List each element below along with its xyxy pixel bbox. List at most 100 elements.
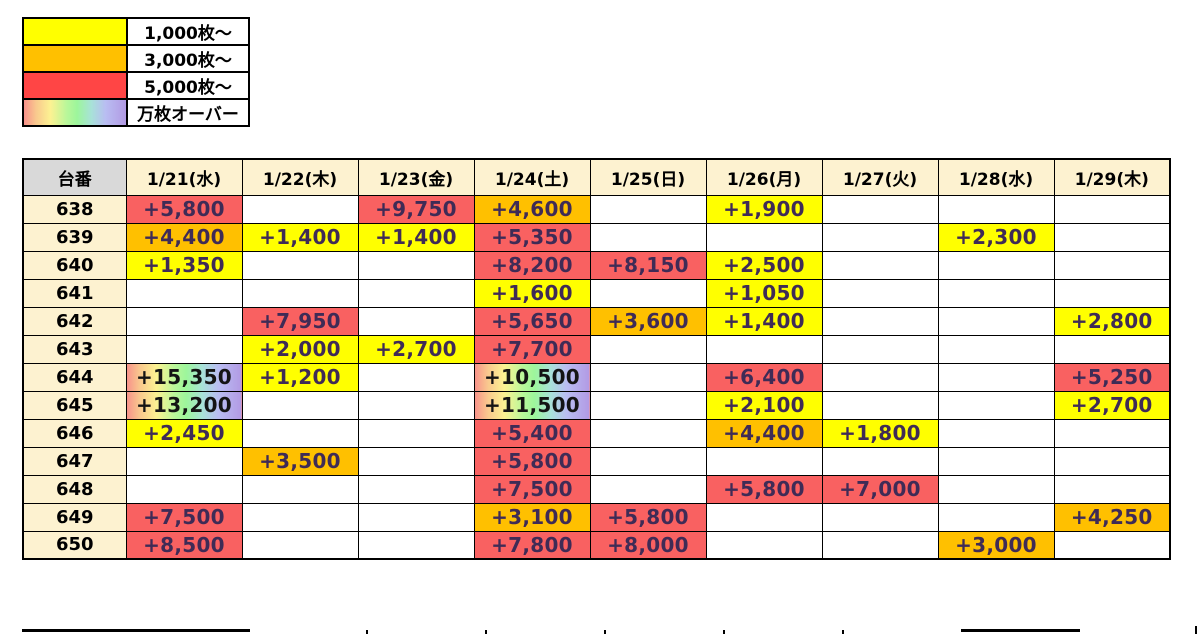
result-cell	[241, 250, 359, 280]
machine-number: 644	[22, 362, 127, 392]
result-cell	[1053, 418, 1171, 448]
result-cell	[589, 194, 707, 224]
result-cell	[1053, 474, 1171, 504]
result-cell: +10,500	[473, 362, 591, 392]
table-row: 641 +1,600 +1,050	[22, 278, 1171, 308]
result-cell	[589, 418, 707, 448]
legend-row-5000: 5,000枚〜	[22, 71, 250, 100]
result-cell	[357, 362, 475, 392]
table-row: 648 +7,500 +5,800 +7,000	[22, 474, 1171, 504]
machine-number: 648	[22, 474, 127, 504]
result-cell: +7,800	[473, 530, 591, 560]
result-cell	[821, 362, 939, 392]
result-cell: +4,400	[125, 222, 243, 252]
result-cell: +2,000	[241, 334, 359, 364]
result-cell: +1,900	[705, 194, 823, 224]
result-cell: +3,000	[937, 530, 1055, 560]
result-cell	[357, 446, 475, 476]
result-cell	[125, 306, 243, 336]
machine-number: 649	[22, 502, 127, 532]
header-row: 台番 1/21(水) 1/22(木) 1/23(金) 1/24(土) 1/25(…	[22, 158, 1171, 196]
result-cell	[821, 334, 939, 364]
result-cell	[937, 502, 1055, 532]
result-cell	[937, 278, 1055, 308]
result-cell	[937, 306, 1055, 336]
date-header-7: 1/28(水)	[937, 158, 1055, 196]
result-cell: +11,500	[473, 390, 591, 420]
result-cell: +3,600	[589, 306, 707, 336]
result-cell	[241, 474, 359, 504]
machine-number: 642	[22, 306, 127, 336]
result-cell	[241, 502, 359, 532]
result-cell	[241, 194, 359, 224]
results-body: 638 +5,800 +9,750 +4,600 +1,900 639 +4,400 +1,4…	[22, 194, 1171, 560]
result-cell	[705, 334, 823, 364]
result-cell: +5,350	[473, 222, 591, 252]
date-header-3: 1/24(土)	[473, 158, 591, 196]
result-cell: +3,500	[241, 446, 359, 476]
result-cell: +5,800	[473, 446, 591, 476]
result-cell	[821, 278, 939, 308]
result-cell: +5,800	[705, 474, 823, 504]
result-cell	[357, 278, 475, 308]
result-cell: +1,400	[357, 222, 475, 252]
result-cell	[937, 362, 1055, 392]
result-cell	[357, 306, 475, 336]
result-cell	[937, 418, 1055, 448]
result-cell	[241, 530, 359, 560]
table-row: 639 +4,400 +1,400 +1,400 +5,350 +2,300	[22, 222, 1171, 252]
legend-swatch-rainbow	[22, 98, 128, 127]
result-cell	[1053, 250, 1171, 280]
result-cell	[821, 194, 939, 224]
table-row: 646 +2,450 +5,400 +4,400 +1,800	[22, 418, 1171, 448]
legend-row-manmai: 万枚オーバー	[22, 98, 250, 127]
next-table-edge-segment	[22, 629, 250, 632]
machine-number: 640	[22, 250, 127, 280]
date-header-0: 1/21(水)	[125, 158, 243, 196]
machine-number: 643	[22, 334, 127, 364]
result-cell	[1053, 194, 1171, 224]
next-table-edge-tick	[366, 630, 368, 634]
result-cell: +13,200	[125, 390, 243, 420]
result-cell	[125, 278, 243, 308]
result-cell	[589, 390, 707, 420]
result-cell	[937, 194, 1055, 224]
legend-label-manmai: 万枚オーバー	[126, 98, 250, 127]
machine-number: 650	[22, 530, 127, 560]
table-row: 645 +13,200 +11,500 +2,100 +2,700	[22, 390, 1171, 420]
result-cell	[241, 278, 359, 308]
table-row: 647 +3,500 +5,800	[22, 446, 1171, 476]
legend: 1,000枚〜 3,000枚〜 5,000枚〜 万枚オーバー	[22, 17, 250, 127]
table-row: 640 +1,350 +8,200 +8,150 +2,500	[22, 250, 1171, 280]
result-cell	[705, 502, 823, 532]
result-cell	[357, 250, 475, 280]
result-cell	[937, 390, 1055, 420]
date-header-5: 1/26(月)	[705, 158, 823, 196]
result-cell: +5,400	[473, 418, 591, 448]
result-cell: +2,700	[357, 334, 475, 364]
result-cell: +8,200	[473, 250, 591, 280]
result-cell	[1053, 530, 1171, 560]
result-cell	[589, 362, 707, 392]
result-cell	[241, 418, 359, 448]
results-table: 台番 1/21(水) 1/22(木) 1/23(金) 1/24(土) 1/25(…	[22, 158, 1171, 560]
result-cell	[821, 250, 939, 280]
legend-row-1000: 1,000枚〜	[22, 17, 250, 46]
table-row: 642 +7,950 +5,650 +3,600 +1,400 +2,800	[22, 306, 1171, 336]
result-cell: +7,950	[241, 306, 359, 336]
result-cell: +6,400	[705, 362, 823, 392]
result-cell: +5,250	[1053, 362, 1171, 392]
result-cell	[821, 222, 939, 252]
result-cell: +1,350	[125, 250, 243, 280]
result-cell	[125, 474, 243, 504]
result-cell: +1,050	[705, 278, 823, 308]
result-cell: +8,150	[589, 250, 707, 280]
result-cell: +2,800	[1053, 306, 1171, 336]
result-cell	[937, 250, 1055, 280]
result-cell: +8,000	[589, 530, 707, 560]
result-cell: +15,350	[125, 362, 243, 392]
result-cell: +8,500	[125, 530, 243, 560]
result-cell	[1053, 446, 1171, 476]
legend-row-3000: 3,000枚〜	[22, 44, 250, 73]
machine-number: 641	[22, 278, 127, 308]
